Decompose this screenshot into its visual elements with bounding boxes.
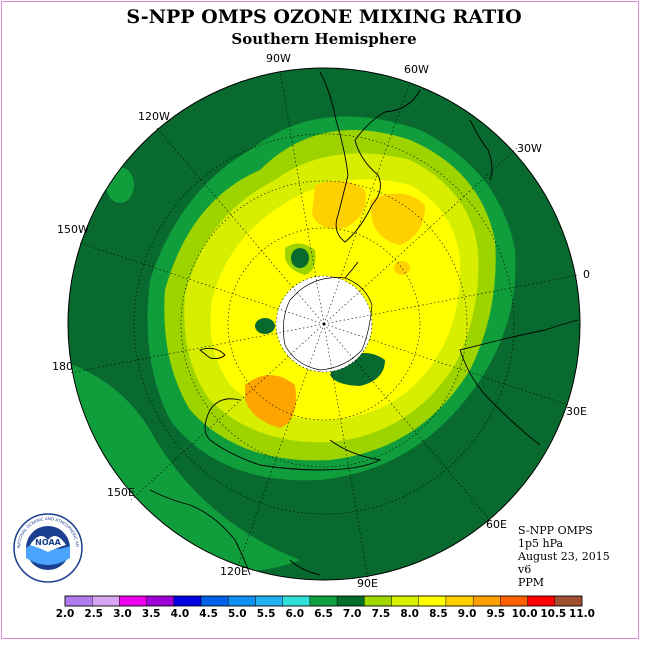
lon-label-90w: 90W <box>266 52 291 65</box>
colorbar-tick-label: 3.0 <box>113 608 132 620</box>
field-gold-spot <box>394 261 410 275</box>
colorbar-tick-label: 4.0 <box>170 608 190 620</box>
ozone-field <box>68 68 580 580</box>
info-level: 1p5 hPa <box>518 537 564 550</box>
meridian <box>69 323 325 374</box>
colorbar-tick-label: 6.5 <box>314 608 333 620</box>
coastline-southeast-asia <box>149 489 251 576</box>
field-orange-southwest <box>245 375 296 428</box>
latitude-circle <box>275 275 373 373</box>
latitude-circle <box>227 227 421 421</box>
meridian <box>323 81 411 325</box>
colorbar-tick-label: 9.5 <box>486 608 506 620</box>
lon-label-90e: 90E <box>357 577 378 590</box>
colorbar-tick-label: 7.0 <box>342 608 362 620</box>
latitude-circle <box>180 180 468 468</box>
info-date: August 23, 2015 <box>518 550 610 563</box>
latitude-grid <box>133 133 515 515</box>
colorbar-tick-label: 9.0 <box>457 608 477 620</box>
meridian <box>323 323 491 521</box>
meridian <box>156 127 325 325</box>
field-dark-spot-west <box>255 318 275 334</box>
coastline-indian-ocean-islands <box>289 559 321 576</box>
lon-label-30e: 30E <box>566 405 587 418</box>
lon-label-120e: 120E <box>220 565 248 578</box>
lon-label-150w: 150W <box>57 223 89 236</box>
meridian <box>323 323 569 406</box>
lon-label-60e: 60E <box>486 518 507 531</box>
meridian <box>279 71 325 325</box>
field-gold-northeast <box>370 193 425 245</box>
map-boundary <box>67 67 581 581</box>
latitude-circle <box>133 133 515 515</box>
lon-label-180: 180 <box>52 360 73 373</box>
coastline-antarctic-peninsula <box>344 261 359 279</box>
field-dark-spot-north <box>291 248 309 268</box>
coastlines <box>149 71 579 576</box>
lon-label-60w: 60W <box>404 63 429 76</box>
coastline-south-america <box>319 71 381 243</box>
lon-label-150e: 150E <box>107 486 135 499</box>
colorbar-tick-label: 5.5 <box>256 608 276 620</box>
info-instrument: S-NPP OMPS <box>518 524 593 537</box>
south-pole-marker <box>322 322 326 326</box>
colorbar-tick-label: 6.0 <box>285 608 305 620</box>
lon-label-30w: 30W <box>517 142 542 155</box>
colorbar-tick-label: 2.5 <box>84 608 103 620</box>
colorbar-tick-label: 7.5 <box>371 608 391 620</box>
map-title: S-NPP OMPS OZONE MIXING RATIO <box>126 6 522 28</box>
colorbar-tick-label: 5.0 <box>227 608 247 620</box>
coastline-new-zealand <box>199 347 226 360</box>
colorbar-tick-label: 10.0 <box>511 608 538 620</box>
coastline-south-america-tip <box>469 119 493 181</box>
colorbar-tick-label: 10.5 <box>540 608 567 620</box>
colorbar-tick-label: 2.0 <box>55 608 75 620</box>
field-gold-north <box>312 181 366 229</box>
colorbar-tick-label: 8.0 <box>400 608 419 620</box>
colorbar-tick-label: 11.0 <box>569 608 595 620</box>
lon-label-120w: 120W <box>138 110 170 123</box>
page-frame <box>1 1 639 639</box>
meridian <box>237 323 325 567</box>
lon-label-0: 0 <box>583 268 590 281</box>
meridian <box>79 242 325 325</box>
colorbar-tick-label: 8.5 <box>429 608 448 620</box>
coastline-australia <box>204 398 382 471</box>
info-version: v6 <box>518 563 532 576</box>
meridian <box>323 274 579 325</box>
longitude-grid <box>69 71 579 579</box>
coastline-south-america-east <box>354 89 421 141</box>
coastline-africa <box>459 319 579 446</box>
info-units: PPM <box>518 576 545 589</box>
colorbar-tick-label: 3.5 <box>141 608 161 620</box>
meridian <box>323 323 369 579</box>
info-block: S-NPP OMPS 1p5 hPa August 23, 2015 v6 PP… <box>518 524 610 589</box>
field-mid-green-spot <box>106 167 134 203</box>
map-subtitle: Southern Hemisphere <box>231 30 417 48</box>
colorbar-tick-label: 4.5 <box>199 608 218 620</box>
